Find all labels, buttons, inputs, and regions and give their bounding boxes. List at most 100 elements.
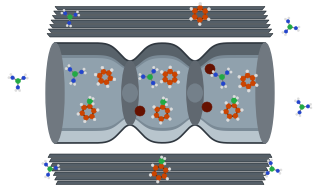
Circle shape: [151, 164, 154, 167]
Circle shape: [151, 81, 155, 85]
Circle shape: [288, 17, 290, 19]
Circle shape: [225, 85, 227, 88]
Circle shape: [299, 115, 301, 117]
Circle shape: [162, 97, 165, 99]
Circle shape: [224, 109, 228, 114]
Circle shape: [61, 12, 63, 14]
Circle shape: [48, 167, 52, 171]
Circle shape: [89, 96, 91, 98]
Circle shape: [205, 64, 215, 74]
Circle shape: [162, 174, 167, 178]
Polygon shape: [47, 33, 273, 37]
Circle shape: [230, 71, 232, 73]
Circle shape: [73, 71, 78, 77]
Circle shape: [170, 108, 172, 110]
Circle shape: [232, 98, 237, 103]
Polygon shape: [51, 20, 269, 23]
Circle shape: [80, 111, 85, 116]
Circle shape: [58, 168, 60, 170]
Circle shape: [161, 161, 163, 163]
Circle shape: [156, 68, 158, 71]
Circle shape: [83, 68, 85, 70]
Circle shape: [152, 69, 156, 73]
Polygon shape: [55, 177, 265, 180]
Ellipse shape: [187, 61, 203, 125]
Circle shape: [238, 85, 241, 88]
Circle shape: [246, 84, 251, 89]
Circle shape: [233, 113, 238, 118]
Circle shape: [227, 114, 232, 119]
Circle shape: [285, 18, 287, 20]
Circle shape: [192, 14, 197, 19]
Circle shape: [54, 166, 58, 170]
Circle shape: [80, 70, 83, 74]
Circle shape: [232, 103, 237, 108]
Circle shape: [45, 160, 46, 162]
Circle shape: [80, 103, 83, 106]
Circle shape: [163, 163, 166, 165]
Polygon shape: [55, 117, 265, 143]
Circle shape: [159, 158, 164, 164]
Circle shape: [151, 116, 154, 118]
Circle shape: [104, 80, 109, 85]
Circle shape: [74, 13, 77, 16]
Circle shape: [92, 98, 94, 100]
Circle shape: [282, 32, 284, 33]
Circle shape: [246, 70, 249, 73]
Circle shape: [87, 104, 92, 109]
Circle shape: [300, 105, 304, 109]
Circle shape: [212, 71, 214, 73]
Circle shape: [199, 2, 202, 5]
Circle shape: [297, 29, 299, 31]
Circle shape: [101, 69, 106, 74]
Circle shape: [64, 12, 67, 15]
Circle shape: [163, 77, 168, 82]
Circle shape: [70, 82, 72, 84]
Circle shape: [11, 76, 14, 79]
Circle shape: [280, 169, 282, 171]
Circle shape: [227, 119, 229, 121]
Circle shape: [57, 165, 59, 167]
Circle shape: [271, 159, 273, 161]
Circle shape: [263, 173, 265, 175]
Circle shape: [162, 102, 164, 104]
Circle shape: [172, 77, 177, 82]
Circle shape: [163, 168, 168, 173]
Circle shape: [15, 89, 17, 91]
Circle shape: [238, 75, 241, 78]
Circle shape: [168, 85, 171, 88]
Circle shape: [298, 26, 300, 28]
Circle shape: [161, 99, 166, 105]
Circle shape: [73, 83, 76, 85]
Circle shape: [172, 72, 177, 77]
Circle shape: [90, 101, 93, 104]
Circle shape: [164, 114, 169, 119]
Polygon shape: [48, 29, 272, 33]
Ellipse shape: [46, 43, 64, 143]
Circle shape: [152, 171, 157, 176]
Circle shape: [203, 9, 208, 14]
Circle shape: [72, 79, 75, 83]
Circle shape: [108, 76, 113, 81]
Circle shape: [87, 98, 93, 104]
Circle shape: [77, 11, 79, 13]
Circle shape: [160, 105, 165, 109]
Circle shape: [163, 72, 168, 77]
Circle shape: [94, 73, 97, 76]
Circle shape: [113, 78, 116, 81]
Circle shape: [101, 66, 104, 69]
Circle shape: [190, 7, 193, 10]
Circle shape: [148, 74, 153, 80]
Circle shape: [135, 106, 145, 116]
Circle shape: [214, 73, 218, 77]
Circle shape: [156, 175, 161, 180]
Circle shape: [288, 25, 292, 29]
Circle shape: [284, 30, 288, 33]
Circle shape: [106, 85, 109, 88]
Circle shape: [78, 14, 80, 16]
Polygon shape: [48, 154, 272, 157]
Circle shape: [310, 107, 312, 109]
Circle shape: [235, 101, 238, 103]
Circle shape: [10, 73, 12, 76]
Circle shape: [45, 163, 48, 166]
